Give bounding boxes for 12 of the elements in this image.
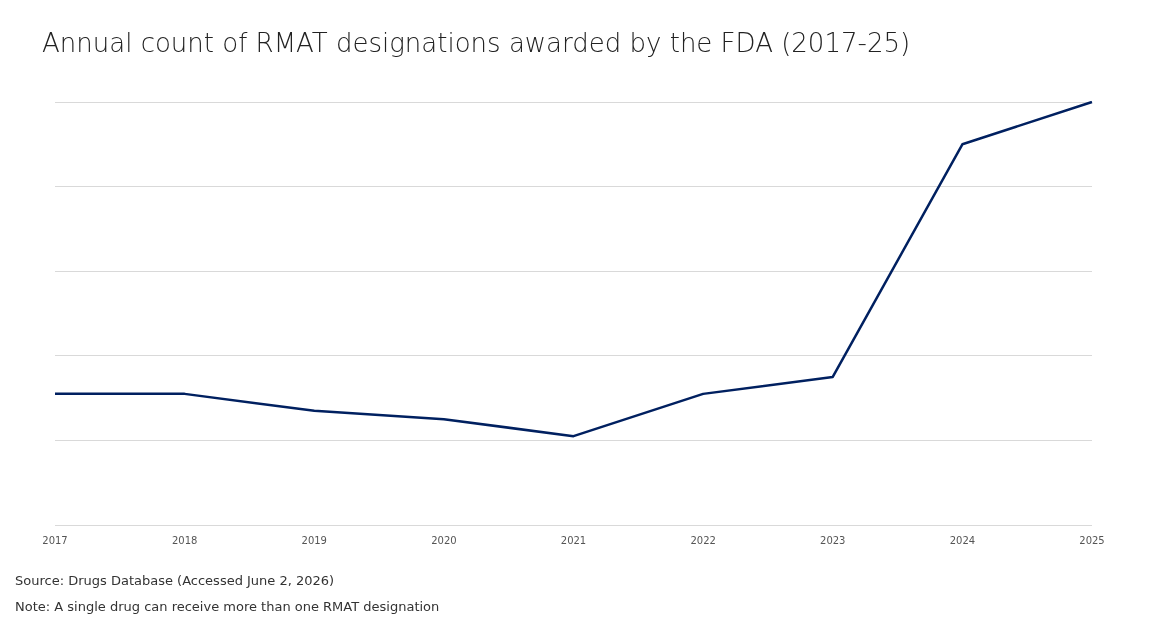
x-tick-label: 2025 <box>1079 534 1105 546</box>
x-tick-label: 2018 <box>171 534 198 546</box>
x-tick-label: 2022 <box>690 534 716 546</box>
x-tick-label: 2021 <box>560 534 587 546</box>
x-tick-label: 2017 <box>42 534 68 546</box>
chart-title: Annual count of RMAT designations awarded by the FDA (2017-25) <box>42 28 911 58</box>
x-tick-label: 2023 <box>820 534 846 546</box>
x-tick-label: 2020 <box>431 534 457 546</box>
source-note: Source: Drugs Database (Accessed June 2, 2026) <box>15 572 336 590</box>
x-tick-label: 2019 <box>301 534 327 546</box>
text: Note: A single drug can receive more than one RMAT designation <box>15 598 440 616</box>
x-tick-label: 2024 <box>949 534 976 546</box>
